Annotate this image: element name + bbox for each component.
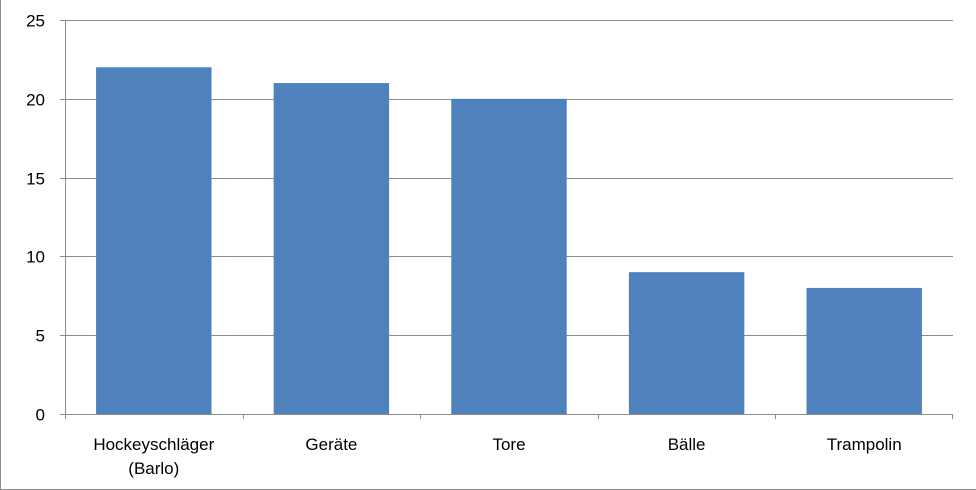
y-tick-label-10: 10: [26, 248, 45, 267]
y-tick-label-5: 5: [36, 327, 45, 346]
y-tick-label-0: 0: [36, 406, 45, 425]
bar-4: [806, 287, 922, 414]
bar-1: [273, 83, 390, 414]
axes: [60, 20, 953, 419]
bars: [96, 67, 922, 415]
y-tick-label-25: 25: [26, 12, 45, 31]
x-category-label-1: Geräte: [305, 435, 357, 454]
x-category-label-3: Bälle: [668, 435, 706, 454]
y-tick-label-15: 15: [26, 170, 45, 189]
y-tick-label-20: 20: [26, 91, 45, 110]
bar-2: [451, 98, 567, 415]
x-category-label-4: Trampolin: [827, 435, 902, 454]
y-tick-labels: 0 5 10 15 20 25: [26, 12, 45, 425]
bar-3: [628, 272, 745, 414]
x-category-label-0: Hockeyschläger (Barlo): [93, 435, 214, 478]
x-category-label-2: Tore: [492, 435, 525, 454]
bar-0: [96, 67, 212, 414]
x-category-labels: Hockeyschläger (Barlo) Geräte Tore Bälle Tram…: [93, 435, 901, 478]
